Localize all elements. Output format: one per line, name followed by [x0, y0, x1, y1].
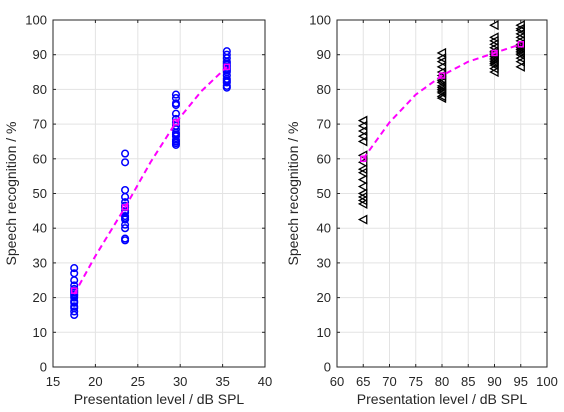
right-panel: 60 65 70 75 80 85 90 95 100 0 10 20 30 40 50 60 70 80 90 10…	[285, 13, 558, 408]
left-y-tick-label: 60	[33, 151, 47, 166]
left-data-point	[171, 109, 181, 118]
left-data-point	[171, 140, 181, 149]
right-data-point	[357, 174, 368, 185]
right-data-point	[357, 131, 368, 142]
right-data-point	[357, 125, 368, 137]
right-data-point	[357, 136, 368, 147]
right-x-tick-label: 70	[382, 374, 396, 389]
right-y-tick-label: 70	[317, 117, 331, 132]
left-data-point	[70, 276, 79, 285]
right-mean-point	[438, 72, 446, 79]
right-mean-point	[360, 155, 367, 163]
right-y-tick-label: 30	[317, 255, 331, 270]
left-y-tick-label: 40	[33, 221, 47, 236]
right-data-point	[357, 198, 368, 209]
left-data-point	[171, 100, 181, 110]
right-x-axis-label: Presentation level / dB SPL	[357, 391, 528, 407]
right-y-tick-label: 10	[317, 325, 331, 340]
left-data-point	[121, 203, 130, 212]
left-data-point	[70, 293, 79, 302]
right-y-tick-label: 100	[309, 13, 331, 28]
left-x-tick-label: 15	[46, 374, 60, 389]
left-y-tick-label: 70	[33, 117, 47, 132]
left-y-tick-label: 90	[33, 47, 47, 62]
right-data-point	[436, 61, 447, 72]
left-mean-point	[223, 63, 231, 71]
right-data-point	[357, 157, 368, 168]
right-data-point	[436, 47, 447, 59]
right-y-axis-label: Speech recognition / %	[285, 122, 301, 266]
left-x-tick-label: 20	[88, 374, 102, 389]
left-data-point	[171, 90, 181, 99]
right-data-point	[515, 61, 525, 72]
right-x-tick-label: 95	[514, 374, 528, 389]
left-panel: 15 20 25 30 35 40 0 10 20 30 40 50 60 70 80 90 100 Presen…	[3, 13, 272, 408]
right-x-tick-label: 60	[330, 374, 344, 389]
right-data-point	[357, 181, 368, 192]
left-data-point	[121, 220, 130, 229]
right-y-tick-label: 80	[317, 82, 331, 97]
left-data-point	[222, 83, 231, 92]
right-data-point	[357, 167, 368, 178]
left-data-point	[70, 264, 79, 273]
left-y-tick-label: 20	[33, 290, 47, 305]
left-data-point	[121, 224, 130, 233]
right-y-tick-label: 50	[317, 186, 331, 201]
right-x-tick-label: 80	[435, 374, 449, 389]
left-x-tick-label: 35	[215, 374, 229, 389]
right-data-point	[436, 56, 447, 67]
left-y-tick-label: 10	[33, 325, 47, 340]
left-x-tick-label: 25	[131, 374, 145, 389]
left-data-point	[121, 236, 130, 245]
right-data-point	[489, 66, 499, 78]
left-y-tick-label: 50	[33, 186, 47, 201]
left-y-tick-label: 0	[40, 360, 47, 375]
right-data-point	[357, 214, 368, 225]
left-data-point	[121, 215, 130, 224]
left-data-point	[121, 158, 130, 167]
left-y-axis-label: Speech recognition / %	[3, 122, 19, 266]
right-x-tick-label: 90	[487, 374, 501, 389]
right-fit-curve	[362, 43, 522, 160]
right-y-tick-label: 20	[317, 290, 331, 305]
right-y-tick-label: 60	[317, 151, 331, 166]
right-y-tick-label: 40	[317, 221, 331, 236]
left-data-point	[70, 307, 79, 316]
left-data-point	[121, 192, 130, 202]
right-x-tick-label: 65	[356, 374, 370, 389]
left-fit-curve	[73, 66, 228, 295]
right-data-point	[515, 56, 525, 67]
left-x-axis-label: Presentation level / dB SPL	[74, 391, 245, 407]
left-data-point	[70, 310, 79, 320]
right-y-tick-label: 90	[317, 47, 331, 62]
right-y-tick-label: 0	[324, 360, 331, 375]
right-x-tick-label: 85	[461, 374, 475, 389]
right-x-tick-label: 100	[536, 374, 558, 389]
left-x-tick-label: 30	[173, 374, 187, 389]
left-x-tick-label: 40	[258, 374, 272, 389]
left-y-tick-label: 80	[33, 82, 47, 97]
right-data-point	[357, 120, 368, 131]
right-mean-point	[517, 41, 524, 48]
left-y-tick-label: 100	[25, 13, 47, 28]
left-data-point	[70, 298, 79, 307]
left-mean-point	[121, 204, 129, 211]
left-data-point	[222, 78, 231, 87]
left-mean-point	[172, 119, 180, 126]
right-x-tick-label: 75	[409, 374, 423, 389]
left-data-point	[121, 149, 130, 158]
right-data-point	[357, 115, 368, 126]
right-data-point	[489, 20, 499, 31]
left-y-tick-label: 30	[33, 255, 47, 270]
right-data-point	[436, 92, 447, 104]
